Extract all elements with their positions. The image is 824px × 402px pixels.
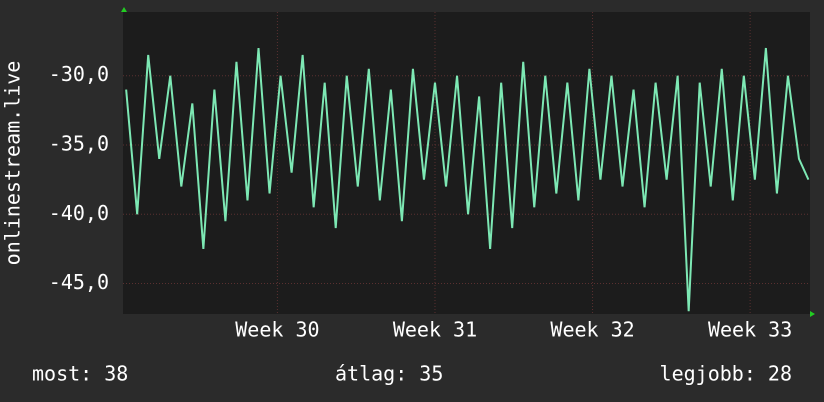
x-tick-label: Week 30 xyxy=(235,318,319,342)
x-tick-label: Week 33 xyxy=(708,318,792,342)
y-arrow xyxy=(121,7,127,12)
x-arrow xyxy=(810,311,815,317)
y-tick-label: -45,0 xyxy=(49,270,109,294)
x-tick-label: Week 31 xyxy=(393,318,477,342)
footer-current: most: 38 xyxy=(32,362,128,386)
footer-average: átlag: 35 xyxy=(335,362,443,386)
footer-best: legjobb: 28 xyxy=(660,362,792,386)
y-axis-label: onlinestream.live xyxy=(1,61,25,266)
plot-area xyxy=(123,12,810,314)
y-tick-label: -30,0 xyxy=(49,62,109,86)
x-tick-label: Week 32 xyxy=(550,318,634,342)
y-tick-label: -35,0 xyxy=(49,131,109,155)
data-line xyxy=(125,47,810,312)
y-tick-label: -40,0 xyxy=(49,201,109,225)
